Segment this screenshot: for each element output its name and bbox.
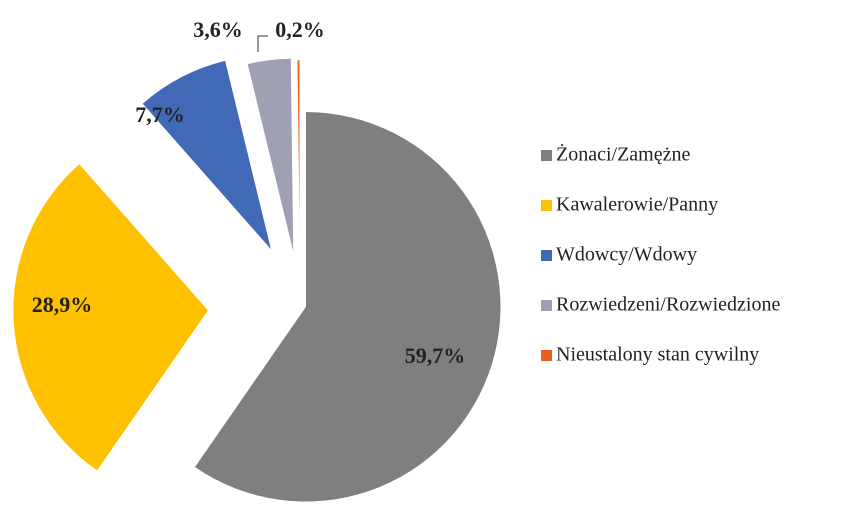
pie-slice xyxy=(12,163,209,471)
data-label: 28,9% xyxy=(32,292,93,317)
legend-swatch xyxy=(541,350,552,361)
legend-swatch xyxy=(541,250,552,261)
legend-label: Żonaci/Zamężne xyxy=(556,143,690,166)
data-label: 0,2% xyxy=(275,17,325,42)
pie-slice xyxy=(142,60,272,251)
legend-swatch xyxy=(541,150,552,161)
pie-slice xyxy=(194,111,501,503)
data-label: 7,7% xyxy=(135,102,185,127)
legend-label: Rozwiedzeni/Rozwiedzione xyxy=(556,294,780,316)
leader-line xyxy=(257,35,268,52)
legend-label: Wdowcy/Wdowy xyxy=(556,244,697,266)
legend-swatch xyxy=(541,300,552,311)
pie-slice xyxy=(296,59,300,256)
data-label: 59,7% xyxy=(405,343,466,368)
pie-slice xyxy=(247,58,294,254)
data-label: 3,6% xyxy=(193,17,243,42)
legend-label: Nieustalony stan cywilny xyxy=(556,344,759,366)
legend-label: Kawalerowie/Panny xyxy=(556,194,718,216)
legend-swatch xyxy=(541,200,552,211)
